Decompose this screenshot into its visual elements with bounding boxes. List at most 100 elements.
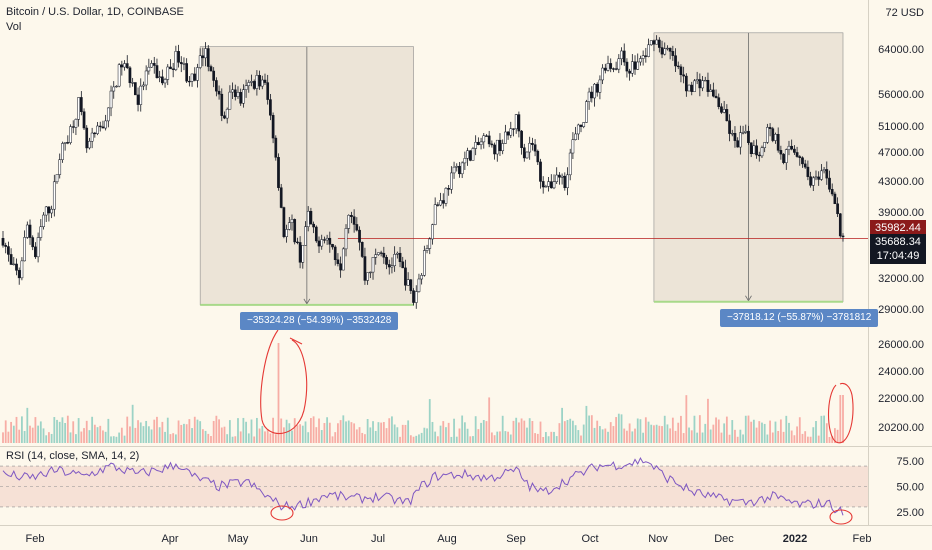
candle-body [733,133,737,141]
candle-body [698,79,702,89]
candle-body [450,172,453,190]
price-tick-label: 64000.00 [878,44,924,56]
candle-body [757,154,761,157]
candle-body [576,124,580,135]
candle-body [309,210,313,225]
candle-body [93,132,97,135]
chart-title[interactable]: Bitcoin / U.S. Dollar, 1D, COINBASE [6,6,184,18]
volume-label[interactable]: Vol [6,21,22,33]
candle-body [279,187,283,208]
candle-body [541,181,545,188]
candle-body [841,235,845,238]
candle-body [639,58,642,63]
candle-body [512,128,515,130]
measure-label-2[interactable]: −37818.12 (−55.87%) −3781812 [720,309,879,327]
candle-body [630,61,634,74]
candle-body [676,65,680,68]
candle-body [509,128,513,136]
candle-body [215,80,218,92]
candle-body [612,68,615,70]
candle-body [233,89,237,97]
candle-body [406,279,410,286]
candle-body [579,124,583,127]
candle-body [101,126,105,129]
candle-body [522,147,526,159]
candle-body [328,237,332,245]
candle-body [293,219,297,243]
rsi-label[interactable]: RSI (14, close, SMA, 14, 2) [6,450,140,462]
candle-body [782,153,785,163]
candle-body [414,291,418,303]
candle-body [803,163,807,168]
candle-body [458,165,461,175]
rsi-tick-label: 25.00 [896,507,924,519]
price-tag-last: 35688.34 [870,234,926,250]
candle-body [39,226,43,238]
candle-body [655,39,658,45]
candle-body [622,50,626,63]
candle-body [447,188,451,190]
candle-body [755,145,758,156]
candle-body [196,67,199,81]
candle-body [779,150,783,155]
candle-body [387,264,391,268]
candle-body [190,73,194,82]
candle-body [314,226,318,242]
candle-body [355,224,359,231]
candle-body [666,47,669,50]
candle-body [574,133,577,140]
candle-body [498,139,502,152]
candle-body [601,67,604,81]
candle-body [830,189,834,195]
candle-body [571,139,575,154]
candle-body [85,127,89,149]
candle-body [558,174,561,178]
candle-body [822,169,826,172]
candle-body [420,275,423,280]
time-tick-label: Sep [506,533,526,545]
time-tick-label: 2022 [783,533,807,545]
candle-body [652,40,656,45]
candle-body [385,257,388,265]
measure-label-1[interactable]: −35324.28 (−54.39%) −3532428 [240,312,399,330]
candle-body [88,140,91,149]
candle-body [695,79,699,82]
candle-body [4,245,8,247]
candle-body [533,144,537,152]
candle-body [752,145,756,155]
annotation-circle-rsi-2 [829,509,853,525]
candle-body [304,226,307,246]
candle-body [728,120,731,134]
price-tick-label: 20200.00 [878,422,924,434]
candle-body [7,246,10,255]
candle-body [817,176,821,180]
candle-body [15,263,18,271]
time-tick-label: Feb [853,533,872,545]
candle-body [674,55,677,67]
candle-body [660,47,664,55]
candle-body [161,76,164,84]
candle-body [463,158,467,164]
annotation-circle-rsi-1 [270,505,294,521]
candle-body [306,210,310,227]
candle-body [682,74,685,77]
price-tick-label: 51000.00 [878,121,924,133]
candle-body [287,222,291,230]
candle-body [158,76,162,78]
candle-body [641,55,645,59]
candle-body [774,133,777,141]
candle-body [98,125,102,128]
candle-body [74,119,78,128]
candle-body [466,150,469,159]
candle-body [536,150,540,163]
candle-body [36,237,40,258]
candle-body [563,175,567,189]
candle-body [133,82,137,96]
candle-body [139,85,143,105]
candle-body [790,145,794,150]
candle-body [644,55,648,57]
time-tick-label: Nov [648,533,668,545]
candle-body [671,51,675,56]
candle-body [260,79,264,87]
